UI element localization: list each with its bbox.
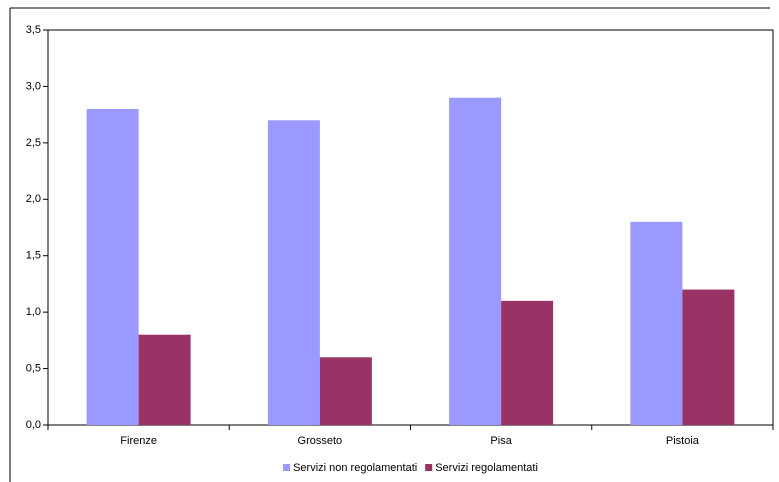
y-tick-label: 0,0 [26, 419, 41, 431]
y-tick-label: 2,5 [26, 137, 41, 149]
bar [449, 97, 502, 425]
bar [267, 120, 320, 426]
x-tick-label: Firenze [120, 435, 157, 447]
legend-swatch [283, 464, 291, 471]
legend-label: Servizi regolamentati [435, 462, 538, 474]
legend-label: Servizi non regolamentati [293, 462, 417, 474]
y-tick-label: 0,5 [26, 362, 41, 374]
bar [501, 300, 554, 425]
x-tick-label: Pistoia [666, 435, 700, 447]
x-tick-label: Pisa [490, 435, 512, 447]
x-tick-label: Grosseto [298, 435, 343, 447]
bar [86, 109, 139, 425]
legend-swatch [425, 464, 433, 471]
y-tick-label: 1,0 [26, 306, 41, 318]
y-tick-label: 1,5 [26, 250, 41, 262]
bar [630, 221, 683, 425]
bar [138, 334, 191, 425]
bar [682, 289, 735, 425]
y-tick-label: 3,5 [26, 24, 41, 36]
y-tick-label: 2,0 [26, 193, 41, 205]
y-tick-label: 3,0 [26, 80, 41, 92]
bar [319, 357, 372, 425]
